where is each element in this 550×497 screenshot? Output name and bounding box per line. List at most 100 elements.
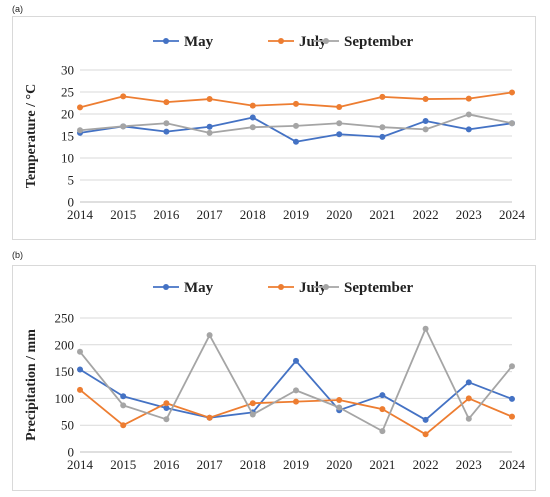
chart0-point-may-2020 <box>336 131 343 138</box>
chart1-point-july-2021 <box>379 406 386 413</box>
chart1-y-axis-label: Precipitation / mm <box>24 329 39 441</box>
chart0-xtick-label: 2020 <box>326 207 352 222</box>
chart1-point-september-2024 <box>509 363 515 370</box>
chart1-legend-label-may: May <box>184 280 214 296</box>
chart1-point-july-2022 <box>422 431 429 438</box>
chart1-point-september-2020 <box>336 404 343 411</box>
chart0-point-july-2022 <box>422 96 429 103</box>
chart1-xtick-label: 2015 <box>110 457 136 472</box>
chart0-legend-label-september: September <box>344 34 413 50</box>
chart0-xtick-label: 2024 <box>499 207 526 222</box>
chart0-point-july-2016 <box>163 99 170 106</box>
chart1-point-july-2017 <box>206 414 213 421</box>
chart1-xtick-label: 2018 <box>240 457 266 472</box>
chart1-xtick-label: 2020 <box>326 457 352 472</box>
chart0-y-axis-label: Temperature / °C <box>24 84 39 188</box>
chart0-point-september-2015 <box>120 123 127 130</box>
chart0-point-september-2017 <box>206 129 213 136</box>
chart1-point-september-2014 <box>77 348 83 355</box>
chart0-ytick-label: 15 <box>61 129 74 144</box>
chart1-point-july-2024 <box>509 413 515 420</box>
chart0-point-september-2020 <box>336 120 343 127</box>
chart0-point-may-2022 <box>422 118 429 125</box>
panel-label-b: (b) <box>12 250 23 260</box>
chart1-point-july-2019 <box>293 398 299 405</box>
chart1-point-september-2018 <box>249 411 256 418</box>
chart1-point-july-2014 <box>77 386 83 393</box>
chart0-point-september-2024 <box>509 120 515 127</box>
chart0-xtick-label: 2019 <box>283 207 309 222</box>
chart0-xtick-label: 2018 <box>240 207 266 222</box>
chart0-point-july-2017 <box>206 96 213 103</box>
chart0-point-september-2023 <box>465 111 472 118</box>
chart1-ytick-label: 50 <box>61 418 74 433</box>
chart0-legend-label-july: July <box>299 34 327 50</box>
chart0-point-july-2018 <box>249 102 256 109</box>
chart1-xtick-label: 2017 <box>197 457 224 472</box>
precipitation-chart: 0 50 100 150 200 250 2014 2015 2016 2017 2018 2019 2… <box>12 265 536 491</box>
chart0-point-september-2021 <box>379 124 386 131</box>
chart0-point-july-2015 <box>120 93 127 100</box>
chart1-point-september-2016 <box>163 416 170 423</box>
chart0-point-july-2020 <box>336 103 343 110</box>
chart1-point-july-2018 <box>249 400 256 407</box>
chart0-point-july-2024 <box>509 89 515 96</box>
chart0-point-september-2022 <box>422 126 429 133</box>
panel-label-a: (a) <box>12 4 23 14</box>
chart0-point-may-2017 <box>206 123 213 130</box>
chart1-xtick-label: 2019 <box>283 457 309 472</box>
temperature-chart-svg: 0 5 10 15 20 25 30 2014 2015 2016 2017 2018 2019 2020… <box>24 34 526 222</box>
chart0-ytick-label: 30 <box>61 63 74 78</box>
chart1-xtick-label: 2014 <box>67 457 94 472</box>
chart0-point-september-2018 <box>249 124 256 131</box>
chart1-point-may-2014 <box>77 366 83 373</box>
chart0-ytick-label: 20 <box>61 107 74 122</box>
chart1-point-may-2019 <box>293 357 299 364</box>
chart1-legend-label-july: July <box>299 280 327 296</box>
chart1-legend-label-september: September <box>344 280 413 296</box>
chart0-point-july-2021 <box>379 93 386 100</box>
chart1-ytick-label: 100 <box>55 391 75 406</box>
chart0-legend-marker-may <box>163 38 169 44</box>
chart1-point-september-2023 <box>465 415 472 422</box>
chart1-xtick-label: 2023 <box>456 457 482 472</box>
chart0-legend-marker-september <box>323 38 329 44</box>
chart1-xtick-label: 2016 <box>153 457 180 472</box>
chart1-point-may-2015 <box>120 393 127 400</box>
chart1-ytick-label: 150 <box>55 364 75 379</box>
chart1-point-july-2016 <box>163 400 170 407</box>
chart1-xtick-label: 2022 <box>413 457 439 472</box>
chart0-point-september-2014 <box>77 127 83 134</box>
chart0-point-may-2016 <box>163 128 170 135</box>
chart0-point-may-2019 <box>293 138 299 145</box>
chart0-point-may-2021 <box>379 133 386 140</box>
chart0-point-july-2019 <box>293 100 299 107</box>
chart1-point-september-2017 <box>206 332 213 339</box>
chart1-point-september-2021 <box>379 428 386 435</box>
chart1-legend-marker-may <box>163 284 169 290</box>
chart0-xtick-label: 2015 <box>110 207 136 222</box>
chart1-xtick-label: 2021 <box>369 457 395 472</box>
chart0-point-september-2019 <box>293 122 299 129</box>
chart1-legend-marker-september <box>323 284 329 290</box>
chart0-ytick-label: 25 <box>61 85 74 100</box>
chart0-point-may-2018 <box>249 114 256 121</box>
temperature-chart: 0 5 10 15 20 25 30 2014 2015 2016 2017 2018 2019 2020… <box>12 16 536 240</box>
chart1-legend-marker-july <box>278 284 284 290</box>
chart1-point-may-2021 <box>379 392 386 399</box>
chart1-point-may-2023 <box>465 379 472 386</box>
chart0-point-july-2014 <box>77 104 83 111</box>
chart0-ytick-label: 0 <box>68 195 75 210</box>
chart0-legend-marker-july <box>278 38 284 44</box>
chart0-xtick-label: 2017 <box>197 207 224 222</box>
chart0-xtick-label: 2016 <box>153 207 180 222</box>
chart1-ytick-label: 250 <box>55 311 75 326</box>
chart0-xtick-label: 2022 <box>413 207 439 222</box>
chart1-point-may-2016 <box>163 405 170 412</box>
chart1-point-july-2020 <box>336 397 343 404</box>
chart1-ytick-label: 200 <box>55 337 75 352</box>
chart1-point-july-2015 <box>120 422 127 429</box>
chart1-point-september-2019 <box>293 387 299 394</box>
chart0-legend-label-may: May <box>184 34 214 50</box>
chart1-point-september-2015 <box>120 402 127 409</box>
